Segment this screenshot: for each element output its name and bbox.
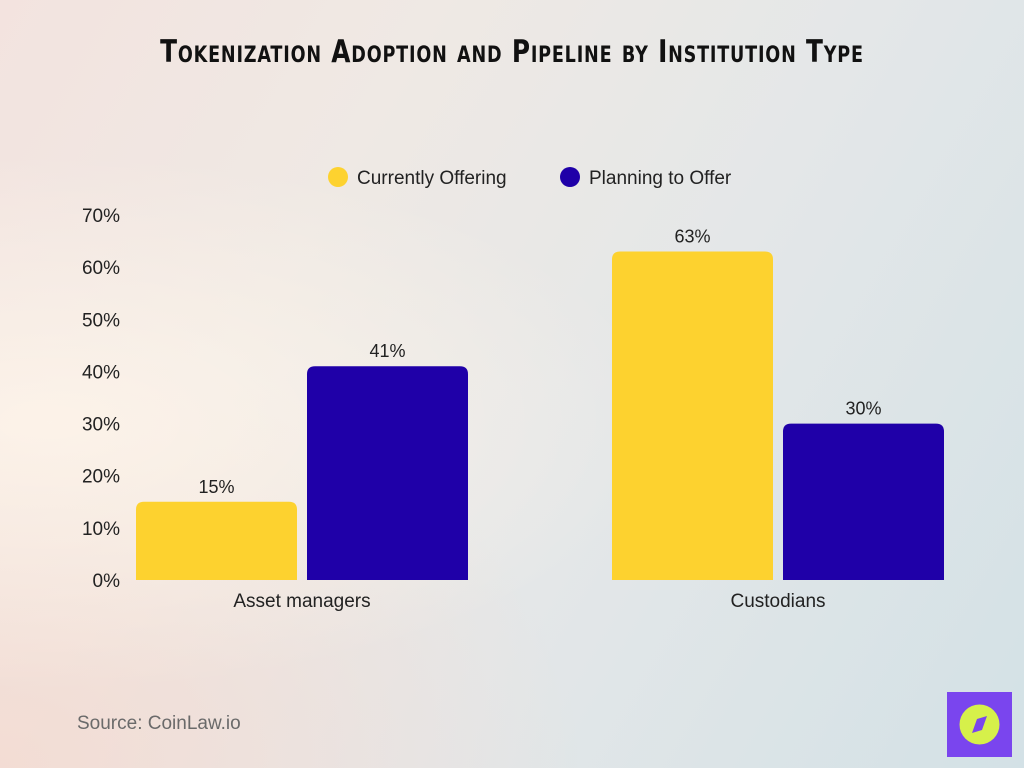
y-tick-label: 20% <box>82 467 120 488</box>
logo <box>947 692 1012 757</box>
y-tick-label: 50% <box>82 310 120 331</box>
chart-title: Tokenization Adoption and Pipeline by In… <box>160 34 864 70</box>
data-label: 30% <box>845 399 881 419</box>
compass-icon <box>959 704 1000 745</box>
y-tick-label: 60% <box>82 258 120 279</box>
data-label: 63% <box>674 227 710 247</box>
y-tick-label: 30% <box>82 415 120 436</box>
bar <box>307 366 468 580</box>
x-tick-label: Custodians <box>730 591 825 612</box>
bar <box>783 423 944 580</box>
source-note: Source: CoinLaw.io <box>77 713 241 734</box>
legend-label: Currently Offering <box>357 168 507 189</box>
y-tick-label: 40% <box>82 362 120 383</box>
legend-label: Planning to Offer <box>589 168 732 189</box>
data-label: 15% <box>198 477 234 497</box>
y-tick-label: 10% <box>82 519 120 540</box>
y-tick-label: 70% <box>82 206 120 227</box>
legend-marker <box>328 167 348 187</box>
bar <box>136 501 297 580</box>
legend-marker <box>560 167 580 187</box>
x-tick-label: Asset managers <box>233 591 370 612</box>
data-label: 41% <box>369 341 405 361</box>
bar <box>612 251 773 580</box>
y-tick-label: 0% <box>93 571 121 592</box>
